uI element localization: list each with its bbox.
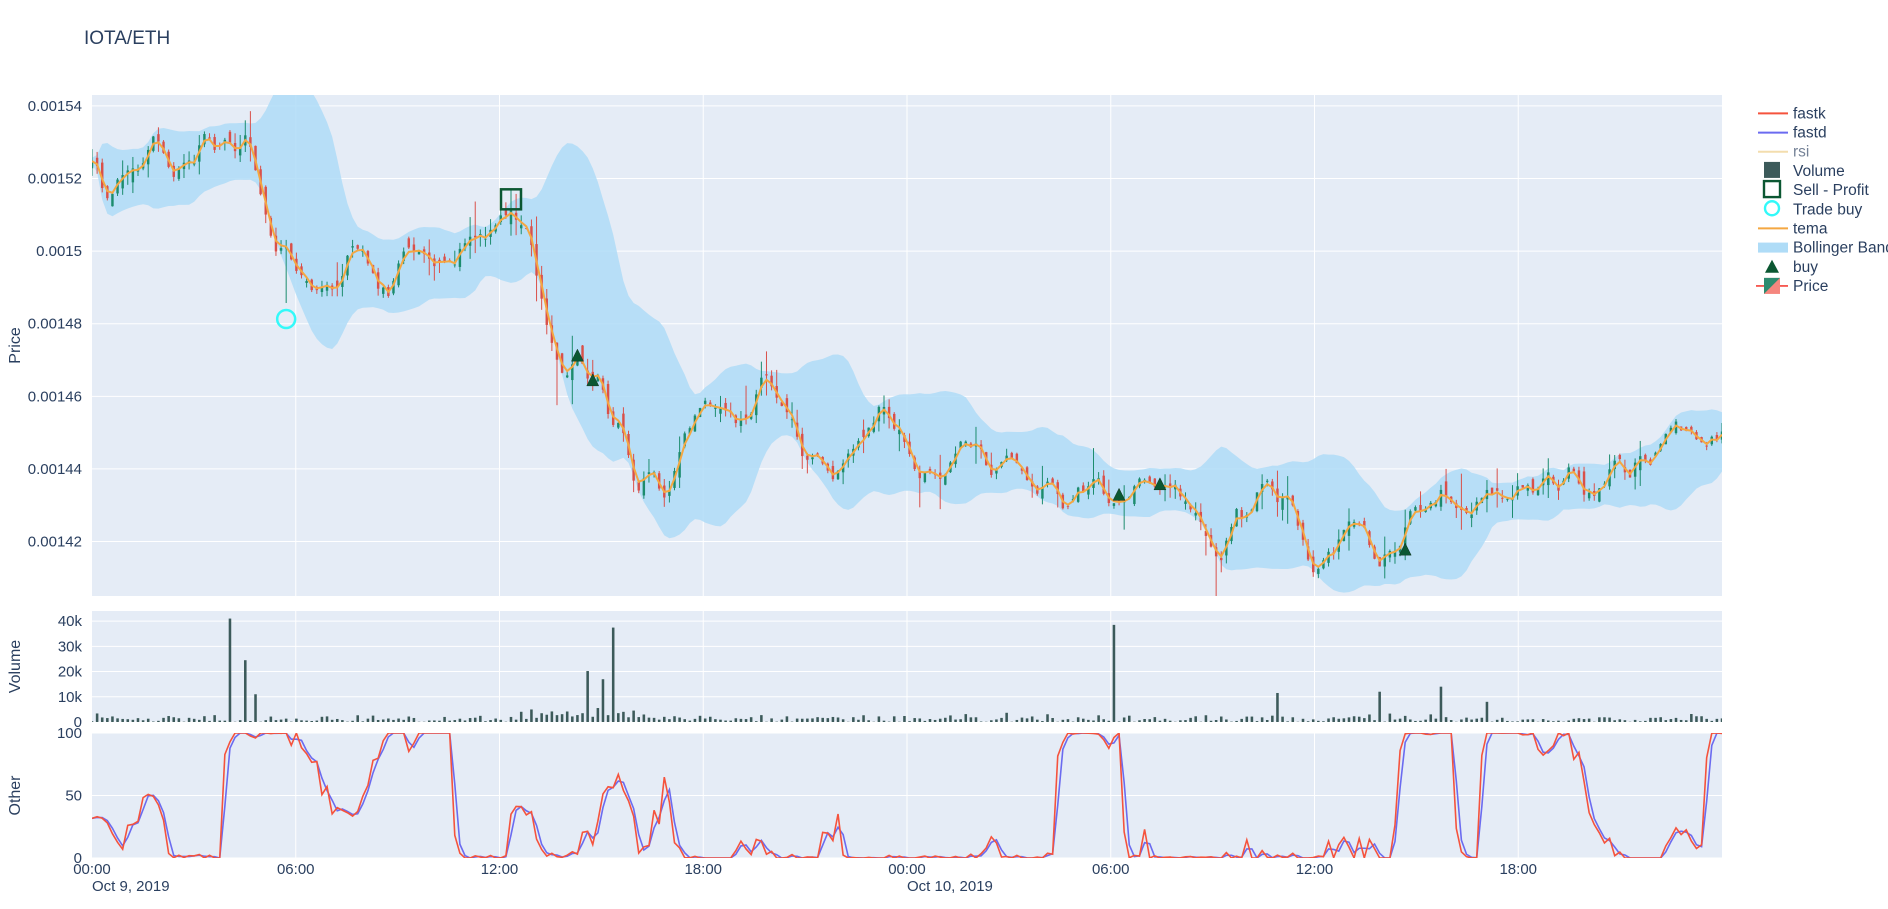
svg-text:Volume: Volume (1793, 163, 1845, 180)
svg-text:rsi: rsi (1793, 144, 1809, 161)
svg-text:Sell - Profit: Sell - Profit (1793, 182, 1869, 199)
svg-text:fastd: fastd (1793, 125, 1827, 142)
svg-text:20k: 20k (58, 664, 83, 681)
svg-text:06:00: 06:00 (1092, 861, 1130, 878)
svg-text:00:00: 00:00 (73, 861, 111, 878)
svg-text:100: 100 (57, 725, 82, 742)
svg-text:18:00: 18:00 (1499, 861, 1537, 878)
svg-text:06:00: 06:00 (277, 861, 315, 878)
svg-text:Oct 9, 2019: Oct 9, 2019 (92, 878, 170, 895)
svg-text:fastk: fastk (1793, 105, 1826, 122)
svg-text:Price: Price (7, 327, 24, 364)
svg-text:30k: 30k (58, 638, 83, 655)
svg-text:0.00142: 0.00142 (28, 534, 82, 551)
svg-text:Oct 10, 2019: Oct 10, 2019 (907, 878, 993, 895)
svg-text:0.00144: 0.00144 (28, 461, 82, 478)
svg-text:18:00: 18:00 (684, 861, 722, 878)
svg-text:50: 50 (65, 788, 82, 805)
svg-text:12:00: 12:00 (481, 861, 519, 878)
svg-text:0.00146: 0.00146 (28, 388, 82, 405)
svg-text:0.00152: 0.00152 (28, 171, 82, 188)
svg-text:12:00: 12:00 (1296, 861, 1334, 878)
svg-text:Price: Price (1793, 278, 1828, 295)
svg-text:00:00: 00:00 (888, 861, 926, 878)
svg-text:Trade buy: Trade buy (1793, 201, 1862, 218)
svg-text:Other: Other (7, 775, 24, 816)
svg-text:0.00148: 0.00148 (28, 316, 82, 333)
svg-text:tema: tema (1793, 220, 1828, 237)
svg-text:buy: buy (1793, 259, 1818, 276)
svg-text:0.00154: 0.00154 (28, 98, 82, 115)
svg-text:Bollinger Band: Bollinger Band (1793, 240, 1888, 257)
svg-text:0.0015: 0.0015 (36, 243, 82, 260)
svg-text:10k: 10k (58, 689, 83, 706)
svg-text:Volume: Volume (7, 640, 24, 693)
svg-text:40k: 40k (58, 613, 83, 630)
